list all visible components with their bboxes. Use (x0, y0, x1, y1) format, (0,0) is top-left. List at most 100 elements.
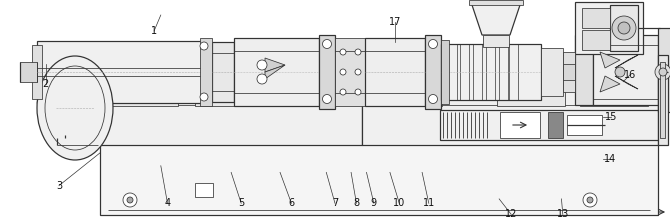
Bar (100, 55, 362, 145)
Polygon shape (128, 75, 136, 83)
Bar (195, 183, 213, 197)
Bar (335, 38, 365, 106)
Bar (486, 44, 495, 100)
Bar (469, 0, 523, 5)
Polygon shape (615, 55, 638, 68)
Text: 15: 15 (605, 112, 617, 122)
Bar (548, 112, 563, 138)
Bar (389, 65, 403, 82)
Bar (200, 38, 212, 106)
Circle shape (257, 60, 267, 70)
Bar (593, 35, 658, 105)
Bar (373, 65, 387, 82)
Text: 14: 14 (604, 154, 616, 164)
Circle shape (121, 70, 129, 80)
Circle shape (615, 67, 625, 77)
Circle shape (355, 89, 361, 95)
Circle shape (340, 69, 346, 75)
Circle shape (200, 93, 208, 101)
Bar (582, 30, 610, 50)
Circle shape (583, 193, 597, 207)
Bar (563, 52, 575, 92)
Circle shape (429, 40, 438, 48)
Bar (440, 110, 658, 140)
Text: 11: 11 (423, 198, 435, 208)
Bar (658, 28, 670, 112)
Bar (32, 45, 42, 99)
Circle shape (587, 197, 593, 203)
Circle shape (123, 193, 137, 207)
Circle shape (618, 22, 630, 34)
Bar (319, 35, 335, 109)
Circle shape (612, 16, 636, 40)
Bar (497, 62, 565, 106)
Text: 16: 16 (624, 70, 636, 80)
Text: 9: 9 (371, 198, 377, 208)
Bar (425, 35, 441, 109)
Bar (441, 40, 449, 104)
Circle shape (220, 70, 230, 80)
Bar (460, 44, 469, 100)
Circle shape (525, 70, 535, 80)
Text: 1: 1 (151, 26, 157, 36)
Text: 4: 4 (164, 198, 171, 208)
Text: 7: 7 (332, 198, 338, 208)
Bar (365, 38, 425, 106)
Bar (658, 55, 668, 145)
Text: 3: 3 (56, 181, 62, 191)
Text: 13: 13 (557, 209, 569, 219)
Polygon shape (265, 58, 285, 72)
Bar (580, 62, 648, 106)
Bar (473, 44, 482, 100)
Circle shape (257, 74, 267, 84)
Polygon shape (210, 75, 218, 83)
Circle shape (127, 197, 133, 203)
Bar (575, 35, 593, 105)
Bar (212, 42, 234, 102)
Circle shape (505, 70, 515, 80)
Polygon shape (600, 76, 620, 92)
Bar (575, 2, 643, 54)
Bar (100, 140, 658, 215)
Circle shape (137, 70, 147, 80)
Circle shape (322, 40, 332, 48)
Bar (441, 44, 541, 100)
Bar (582, 8, 610, 28)
Circle shape (655, 64, 670, 80)
Bar (389, 84, 403, 101)
Bar (541, 48, 563, 96)
Bar (112, 62, 178, 106)
Circle shape (289, 78, 293, 82)
Polygon shape (265, 65, 285, 79)
Bar (195, 62, 261, 106)
Text: 10: 10 (393, 198, 405, 208)
Polygon shape (615, 76, 638, 89)
Bar (20, 62, 37, 82)
Text: 12: 12 (505, 209, 517, 219)
Polygon shape (471, 2, 521, 35)
Text: 8: 8 (353, 198, 360, 208)
Circle shape (659, 68, 667, 76)
Bar (483, 35, 509, 47)
Circle shape (340, 89, 346, 95)
Text: 6: 6 (288, 198, 295, 208)
Circle shape (289, 67, 293, 72)
Bar (610, 5, 638, 51)
Bar (563, 64, 575, 80)
Bar (370, 62, 442, 106)
Ellipse shape (37, 56, 113, 160)
Bar (373, 84, 387, 101)
Bar (234, 38, 319, 106)
Polygon shape (600, 52, 620, 68)
Circle shape (200, 42, 208, 50)
Circle shape (322, 95, 332, 103)
Text: 5: 5 (238, 198, 245, 208)
Circle shape (610, 70, 618, 80)
Bar (660, 62, 665, 138)
Circle shape (279, 78, 285, 82)
Circle shape (355, 69, 361, 75)
Circle shape (279, 67, 285, 72)
Bar (500, 112, 540, 138)
Bar (275, 62, 300, 106)
Circle shape (340, 49, 346, 55)
